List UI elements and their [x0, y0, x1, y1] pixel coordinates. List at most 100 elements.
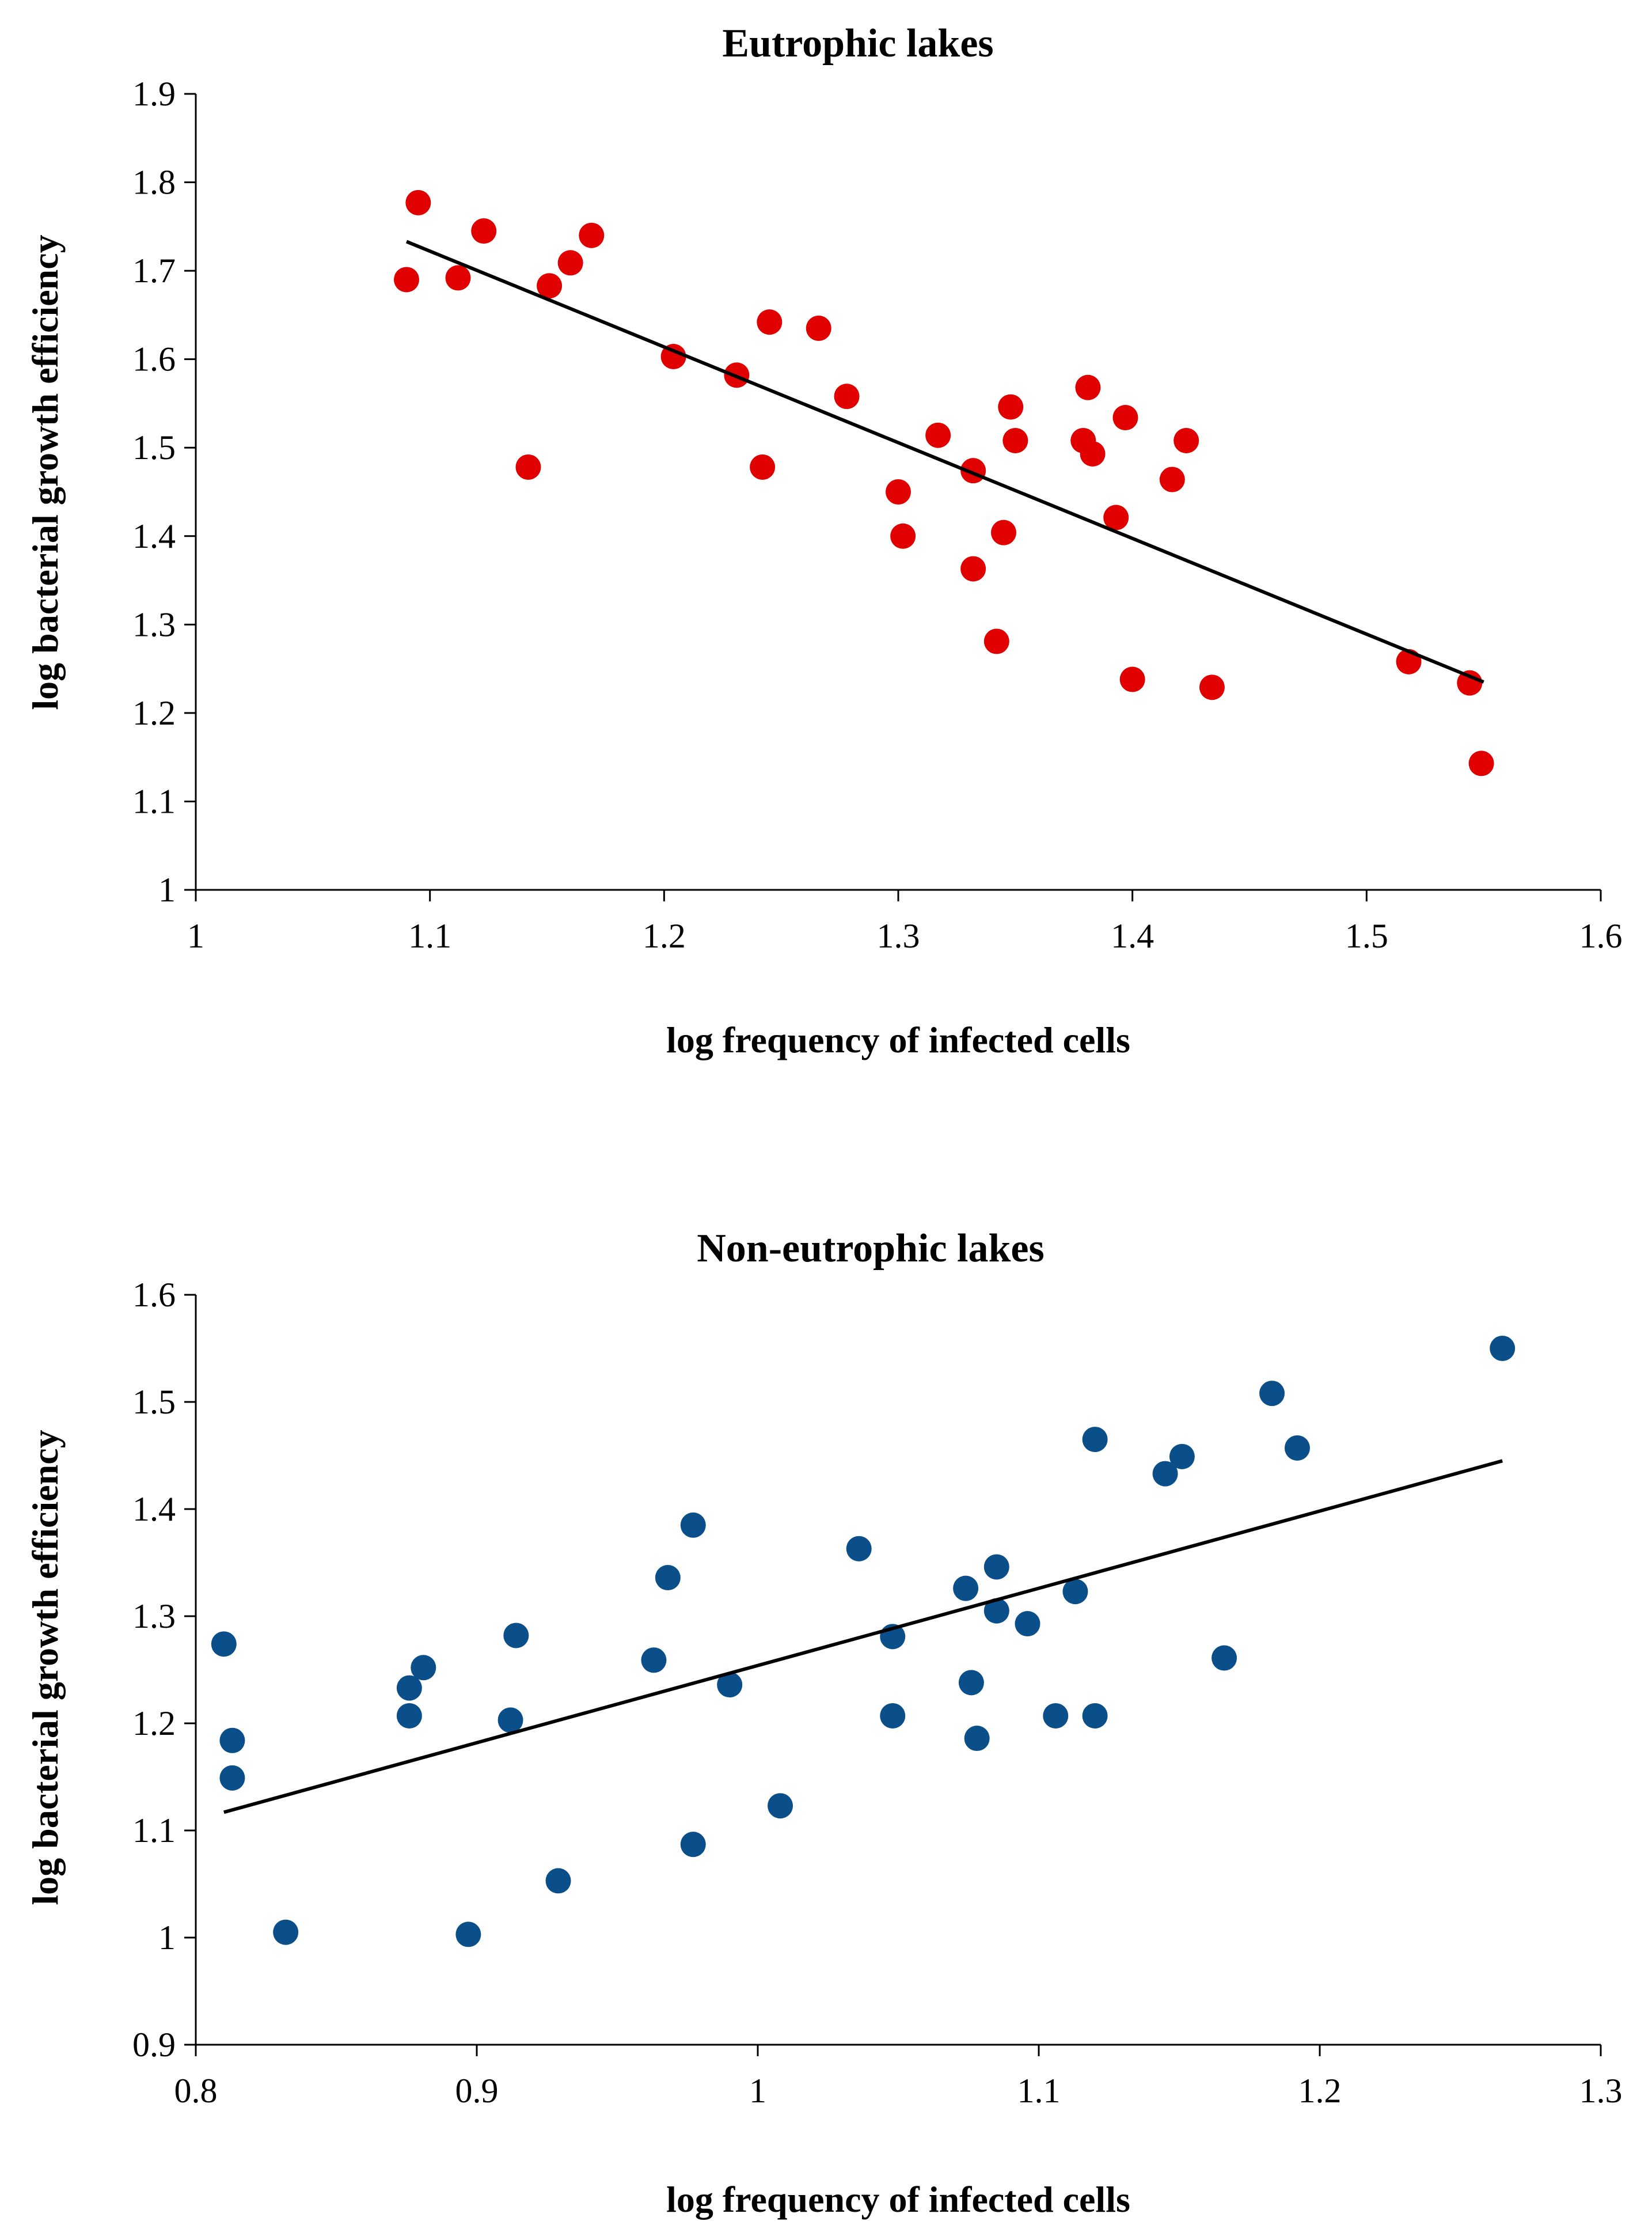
- y-tick-label: 1.6: [132, 1276, 176, 1314]
- y-tick-label: 1: [158, 1919, 176, 1957]
- data-points: [394, 189, 1494, 776]
- y-tick-label: 1.1: [132, 1811, 176, 1849]
- y-tick-label: 1.6: [132, 340, 176, 378]
- y-tick-label: 1.8: [132, 164, 176, 202]
- data-point: [498, 1707, 523, 1733]
- data-point: [655, 1565, 681, 1591]
- y-tick-label: 1.4: [132, 517, 176, 555]
- data-point: [1080, 441, 1106, 467]
- data-point: [886, 479, 911, 505]
- trendline: [223, 1459, 1503, 1814]
- data-point: [545, 1868, 571, 1894]
- x-tick-label: 0.9: [455, 2072, 499, 2110]
- data-points: [211, 1336, 1516, 1947]
- data-point: [1152, 1461, 1178, 1487]
- data-point: [537, 273, 563, 299]
- data-point: [411, 1655, 436, 1681]
- x-tick-label: 1.4: [1111, 917, 1154, 955]
- y-tick-label: 1.4: [132, 1490, 176, 1528]
- data-point: [958, 1670, 984, 1696]
- data-point: [557, 250, 583, 276]
- data-point: [1082, 1427, 1108, 1453]
- chart-title: Eutrophic lakes: [722, 21, 993, 66]
- y-tick-label: 1.7: [132, 252, 176, 290]
- x-tick-label: 1.1: [408, 917, 451, 955]
- data-point: [960, 556, 986, 582]
- y-tick-label: 1.2: [132, 1704, 176, 1742]
- data-point: [1082, 1703, 1108, 1729]
- x-tick-label: 1.6: [1579, 917, 1623, 955]
- data-point: [503, 1623, 529, 1648]
- data-point: [991, 520, 1016, 545]
- axes: [195, 1295, 1601, 2046]
- chart-title: Non-eutrophic lakes: [697, 1226, 1044, 1271]
- data-point: [925, 422, 951, 448]
- data-point: [1103, 505, 1129, 530]
- data-point: [983, 628, 1009, 654]
- y-tick-label: 1.9: [132, 75, 176, 113]
- data-point: [1002, 427, 1028, 453]
- x-tick-label: 1.5: [1345, 917, 1388, 955]
- y-tick-label: 1.2: [132, 694, 176, 732]
- x-tick-label: 1.3: [1579, 2072, 1623, 2110]
- data-point: [806, 315, 831, 341]
- data-point: [750, 454, 776, 480]
- y-tick-label: 0.9: [132, 2026, 176, 2064]
- data-point: [880, 1703, 906, 1729]
- data-point: [1043, 1703, 1069, 1729]
- data-point: [890, 523, 916, 549]
- data-point: [1212, 1645, 1237, 1671]
- y-tick-label: 1.3: [132, 1597, 176, 1635]
- data-point: [757, 309, 783, 335]
- x-tick-label: 1.2: [643, 917, 686, 955]
- y-axis-label: log bacterial growth efficiency: [25, 234, 66, 710]
- trendline-line: [405, 240, 1484, 684]
- data-point: [680, 1512, 706, 1538]
- trendline-line: [223, 1459, 1503, 1814]
- data-point: [1468, 750, 1494, 776]
- data-point: [579, 222, 605, 248]
- data-point: [660, 344, 686, 370]
- x-axis-label: log frequency of infected cells: [666, 1019, 1130, 1060]
- data-point: [1112, 405, 1138, 431]
- data-point: [219, 1727, 245, 1753]
- data-point: [211, 1631, 237, 1657]
- chart-eutrophic: Eutrophic lakes log bacterial growth eff…: [25, 21, 1623, 1060]
- x-tick-label: 1.3: [877, 917, 920, 955]
- data-point: [1119, 666, 1145, 692]
- data-point: [273, 1919, 299, 1945]
- data-point: [219, 1765, 245, 1791]
- data-point: [953, 1575, 979, 1601]
- data-point: [1490, 1336, 1516, 1361]
- data-point: [983, 1554, 1009, 1580]
- data-point: [680, 1832, 706, 1858]
- x-tick-label: 1.1: [1017, 2072, 1061, 2110]
- data-point: [396, 1675, 422, 1701]
- data-point: [964, 1726, 990, 1752]
- data-point: [515, 454, 541, 480]
- data-point: [1075, 374, 1101, 400]
- data-point: [396, 1703, 422, 1729]
- y-tick-label: 1.5: [132, 1383, 176, 1421]
- data-point: [1062, 1579, 1088, 1605]
- y-tick-label: 1.3: [132, 605, 176, 643]
- data-point: [394, 267, 419, 293]
- data-point: [641, 1647, 667, 1673]
- data-point: [983, 1598, 1009, 1624]
- data-point: [1457, 670, 1483, 696]
- x-axis-label: log frequency of infected cells: [666, 2179, 1130, 2220]
- x-tick-label: 1.2: [1298, 2072, 1342, 2110]
- x-tick-label: 1: [749, 2072, 766, 2110]
- data-point: [471, 218, 497, 244]
- ticks: 1 1.1 1.2 1.3 1.4 1.5 1.6 1.7 1.8 1.9 1 1.1 1.2 1.3 1.…: [132, 75, 1623, 955]
- data-point: [455, 1921, 481, 1947]
- data-point: [1169, 1443, 1195, 1469]
- data-point: [717, 1672, 743, 1698]
- data-point: [405, 189, 431, 215]
- data-point: [1199, 674, 1225, 700]
- data-point: [768, 1793, 793, 1819]
- y-tick-label: 1.1: [132, 782, 176, 820]
- x-tick-label: 1: [187, 917, 204, 955]
- trendline: [405, 240, 1484, 684]
